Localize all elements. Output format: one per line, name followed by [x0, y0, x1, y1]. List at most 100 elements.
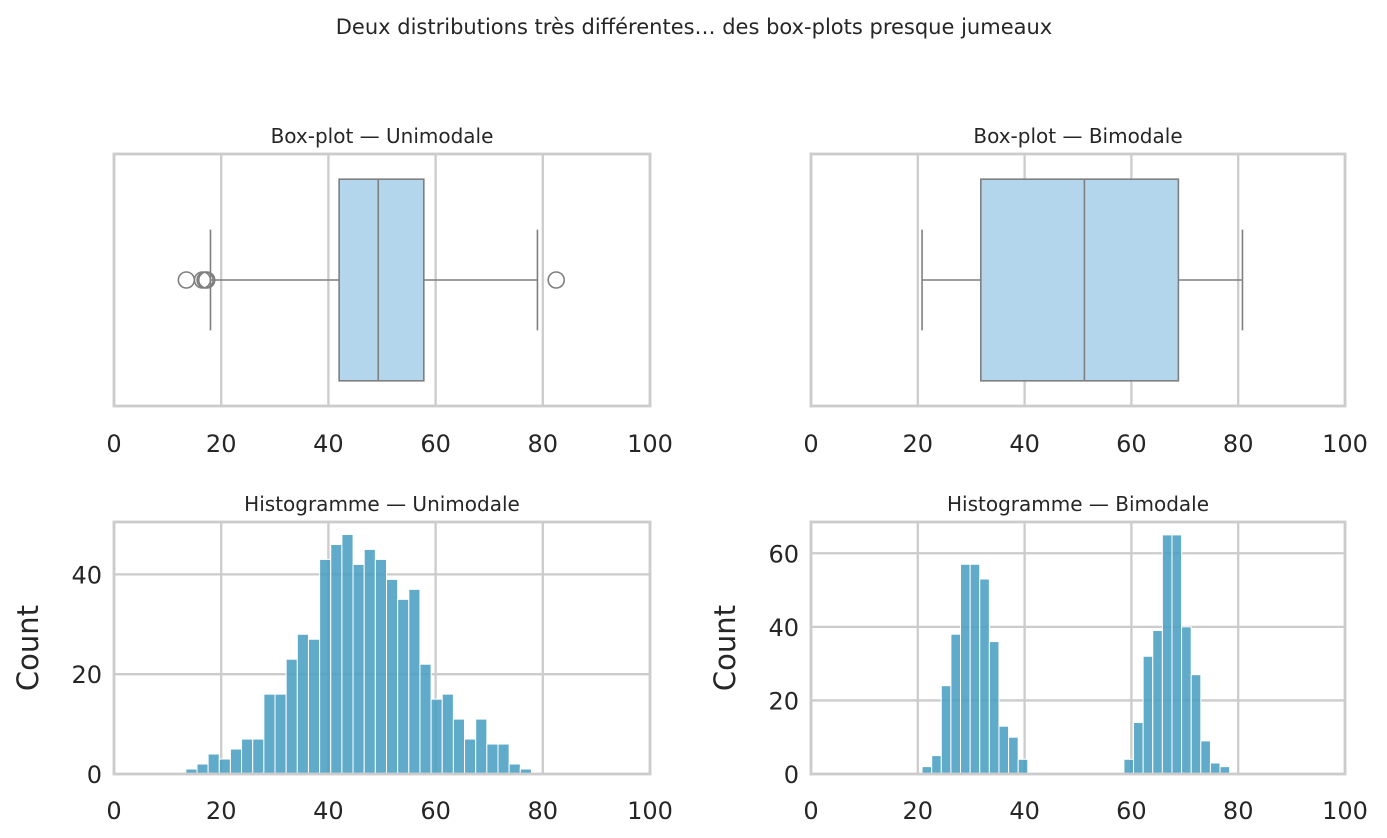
x-tick-label: 80 — [1223, 797, 1254, 825]
histogram-bar — [252, 738, 265, 775]
histogram-bar — [1181, 626, 1192, 775]
histogram-bar — [1171, 534, 1183, 775]
histogram-bar — [363, 548, 376, 775]
histogram-bar — [408, 588, 421, 775]
histogram-bar — [419, 663, 432, 775]
histogram-bar — [274, 693, 287, 775]
ticks-boxplot-bimodal: 0 20 40 60 80 100 — [803, 430, 1368, 458]
histogram-bar — [486, 743, 499, 775]
x-tick-label: 20 — [903, 797, 934, 825]
ticks-boxplot-unimodal: 0 20 40 60 80 100 — [106, 430, 673, 458]
panel-boxplot-unimodal: Box-plot — Unimodale 0 20 40 60 80 100 — [106, 124, 673, 458]
histogram-bar — [386, 578, 399, 775]
histogram-bar — [241, 738, 254, 775]
histogram-bar — [1200, 740, 1211, 775]
histogram-bimodal-bars — [921, 534, 1231, 775]
x-tick-label: 0 — [803, 797, 818, 825]
y-tick-label: 20 — [71, 661, 102, 689]
histogram-bar — [352, 563, 365, 775]
y-tick-label: 20 — [768, 687, 799, 715]
x-tick-label: 0 — [106, 797, 121, 825]
panel-boxplot-bimodal: Box-plot — Bimodale 0 20 40 60 80 100 — [803, 124, 1368, 458]
ticks-histogram-bimodal: 0 20 40 60 80 100 0 20 40 60 — [768, 540, 1367, 825]
histogram-bar — [285, 658, 298, 775]
panel-histogram-bimodal: Histogramme — Bimodale 0 20 40 60 80 100 0 20 40… — [708, 492, 1368, 825]
x-tick-label: 20 — [903, 430, 934, 458]
histogram-bar — [341, 533, 354, 775]
histogram-bar — [374, 558, 388, 775]
histogram-bar — [307, 638, 321, 775]
x-tick-label: 60 — [1116, 797, 1147, 825]
outlier-point — [177, 271, 196, 289]
x-tick-label: 0 — [106, 430, 121, 458]
histogram-bar — [979, 578, 990, 775]
histogram-bar — [1142, 655, 1154, 775]
x-tick-label: 40 — [313, 430, 344, 458]
histogram-bar — [931, 755, 942, 775]
x-tick-label: 60 — [420, 797, 451, 825]
x-tick-label: 60 — [1116, 430, 1147, 458]
figure-title: Deux distributions très différentes… des… — [336, 15, 1052, 39]
x-tick-label: 20 — [206, 797, 237, 825]
plot-area-boxplot-unimodal — [112, 152, 652, 408]
panel-title-histogram-bimodal: Histogramme — Bimodale — [947, 492, 1209, 516]
histogram-bar — [1190, 674, 1202, 775]
histogram-bar — [263, 693, 276, 775]
histogram-bar — [1152, 630, 1163, 775]
y-tick-label: 60 — [768, 540, 799, 568]
y-tick-label: 0 — [87, 761, 102, 789]
panel-title-histogram-unimodal: Histogramme — Unimodale — [244, 492, 520, 516]
histogram-bar — [960, 563, 971, 775]
histogram-bar — [1161, 534, 1173, 775]
x-tick-label: 40 — [1009, 430, 1040, 458]
histogram-bar — [940, 685, 952, 775]
panel-histogram-unimodal: Histogramme — Unimodale 0 20 40 60 80 100 0 20 4… — [11, 492, 673, 825]
y-tick-label: 40 — [768, 614, 799, 642]
x-tick-label: 100 — [1322, 430, 1368, 458]
y-tick-label: 40 — [71, 561, 102, 589]
y-axis-label-histogram-unimodal: Count — [11, 605, 45, 691]
histogram-bar — [207, 753, 220, 775]
outlier-point — [547, 271, 566, 289]
histogram-bar — [1209, 762, 1221, 775]
histogram-bar — [998, 725, 1010, 775]
histogram-bar — [508, 763, 521, 775]
histogram-bar — [441, 693, 454, 775]
x-tick-label: 0 — [803, 430, 818, 458]
histogram-bar — [464, 738, 477, 775]
x-tick-label: 20 — [206, 430, 237, 458]
histogram-bar — [229, 748, 243, 775]
x-tick-label: 60 — [420, 430, 451, 458]
ticks-histogram-unimodal: 0 20 40 60 80 100 0 20 40 — [71, 561, 672, 825]
x-tick-label: 100 — [627, 430, 673, 458]
x-tick-label: 100 — [627, 797, 673, 825]
panel-title-boxplot-unimodal: Box-plot — Unimodale — [271, 124, 494, 148]
x-tick-label: 80 — [528, 797, 559, 825]
histogram-bar — [330, 543, 343, 775]
iqr-box — [338, 178, 425, 382]
histogram-unimodal-bars — [185, 533, 532, 775]
x-tick-label: 80 — [528, 430, 559, 458]
plot-area-histogram-unimodal — [112, 520, 652, 776]
iqr-box — [980, 178, 1180, 382]
y-axis-label-histogram-bimodal: Count — [708, 605, 742, 691]
histogram-bar — [397, 598, 410, 775]
plot-area-boxplot-bimodal — [809, 152, 1347, 408]
outlier-point — [197, 271, 216, 289]
histogram-bar — [452, 718, 466, 775]
histogram-bar — [475, 718, 488, 775]
histogram-bar — [319, 558, 332, 775]
plot-area-histogram-bimodal — [809, 520, 1347, 776]
histogram-bar — [296, 633, 309, 775]
x-tick-label: 100 — [1322, 797, 1368, 825]
y-tick-label: 0 — [784, 761, 799, 789]
histogram-bar — [497, 743, 510, 775]
boxplot-unimodal-marks — [177, 178, 566, 382]
histogram-bar — [969, 563, 981, 775]
boxplot-bimodal-marks — [921, 178, 1244, 382]
x-tick-label: 40 — [1009, 797, 1040, 825]
histogram-bar — [218, 758, 231, 775]
gridlines-histogram-bimodal — [809, 522, 1347, 776]
x-tick-label: 40 — [313, 797, 344, 825]
